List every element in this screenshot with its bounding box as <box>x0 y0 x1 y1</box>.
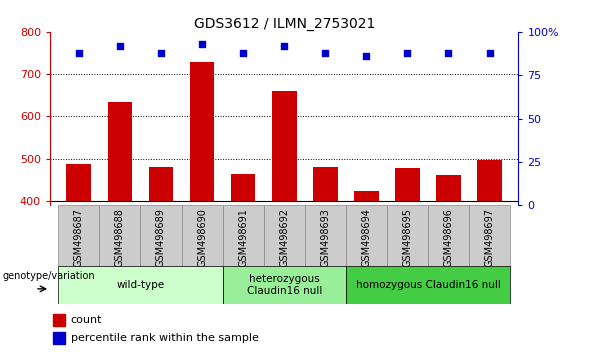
Text: GSM498692: GSM498692 <box>279 208 289 267</box>
Text: wild-type: wild-type <box>117 280 164 290</box>
Text: GSM498693: GSM498693 <box>320 208 330 267</box>
Bar <box>313 167 337 201</box>
Bar <box>140 205 181 266</box>
Bar <box>108 102 132 201</box>
Text: GSM498694: GSM498694 <box>361 208 371 267</box>
Point <box>362 53 371 59</box>
Text: GSM498695: GSM498695 <box>402 208 412 267</box>
Bar <box>190 62 214 201</box>
Bar <box>58 205 100 266</box>
Point <box>280 43 289 48</box>
Bar <box>477 160 502 201</box>
Text: heterozygous
Claudin16 null: heterozygous Claudin16 null <box>247 274 322 296</box>
Bar <box>354 190 379 201</box>
Bar <box>148 167 173 201</box>
Bar <box>346 266 510 304</box>
Point <box>444 50 453 56</box>
Bar <box>305 205 346 266</box>
Bar <box>346 205 387 266</box>
Bar <box>58 266 223 304</box>
Point <box>485 50 494 56</box>
Bar <box>53 314 65 326</box>
Bar <box>231 173 256 201</box>
Bar <box>387 205 428 266</box>
Text: GSM498689: GSM498689 <box>156 208 166 267</box>
Point <box>320 50 330 56</box>
Text: percentile rank within the sample: percentile rank within the sample <box>71 333 259 343</box>
Bar <box>469 205 510 266</box>
Bar <box>181 205 223 266</box>
Text: GSM498687: GSM498687 <box>74 208 84 267</box>
Point <box>115 43 125 48</box>
Point <box>239 50 248 56</box>
Text: GSM498691: GSM498691 <box>238 208 248 267</box>
Point <box>197 41 207 47</box>
Text: GSM498688: GSM498688 <box>115 208 125 267</box>
Text: GSM498690: GSM498690 <box>197 208 207 267</box>
Title: GDS3612 / ILMN_2753021: GDS3612 / ILMN_2753021 <box>194 17 375 31</box>
Text: homozygous Claudin16 null: homozygous Claudin16 null <box>356 280 501 290</box>
Bar <box>100 205 140 266</box>
Bar <box>395 168 420 201</box>
Bar <box>53 332 65 344</box>
Point <box>74 50 84 56</box>
Bar <box>436 175 461 201</box>
Text: GSM498696: GSM498696 <box>444 208 454 267</box>
Point <box>156 50 166 56</box>
Bar <box>264 205 305 266</box>
Bar <box>428 205 469 266</box>
Text: count: count <box>71 315 102 325</box>
Text: GSM498697: GSM498697 <box>485 208 495 267</box>
Bar <box>67 164 91 201</box>
Bar <box>223 266 346 304</box>
Text: genotype/variation: genotype/variation <box>2 272 95 281</box>
Bar <box>272 91 296 201</box>
Bar <box>223 205 264 266</box>
Point <box>403 50 412 56</box>
